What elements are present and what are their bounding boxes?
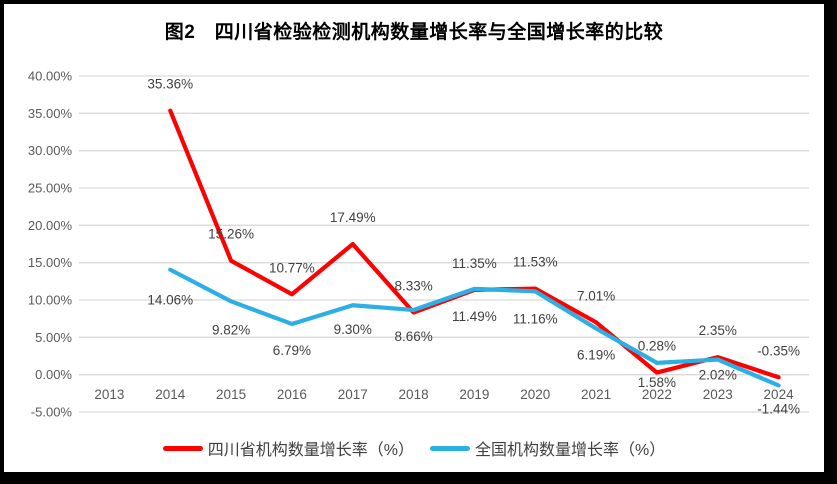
data-label: 17.49% [330,210,376,225]
x-axis-tick-label: 2014 [155,387,186,402]
legend-label-sichuan: 四川省机构数量增长率（%） [207,442,414,459]
data-label: 0.28% [638,339,676,354]
data-label: 2.02% [699,368,737,383]
y-axis-tick-label: -5.00% [31,405,73,420]
legend-label-national: 全国机构数量增长率（%） [475,442,666,459]
legend-line-blue-icon [430,445,470,451]
legend-line-red-icon [162,445,203,451]
legend-item-sichuan: 四川省机构数量增长率（%） [162,436,414,460]
y-axis-tick-label: 5.00% [35,330,72,345]
x-axis-tick-label: 2022 [642,387,672,402]
data-label: 35.36% [147,77,193,92]
data-label: 1.58% [638,375,676,390]
y-axis-tick-label: 15.00% [28,255,73,270]
legend-item-national: 全国机构数量增长率（%） [430,436,665,460]
data-label: 11.35% [452,256,497,271]
series-line-national [168,267,781,388]
y-axis-tick-label: 40.00% [28,69,73,84]
y-axis-tick-label: 25.00% [28,181,73,196]
y-axis-tick-label: 10.00% [28,293,73,308]
data-label: 2.35% [699,323,737,338]
x-axis-tick-label: 2018 [399,387,429,402]
data-label: 8.33% [394,278,432,293]
data-label: 11.16% [513,311,558,326]
chart-title: 图2 四川省检验检测机构数量增长率与全国增长率的比较 [164,22,664,43]
data-label: 6.19% [577,347,615,362]
data-label: 9.82% [212,322,250,337]
data-label: 9.30% [334,322,372,337]
data-label: 8.66% [394,329,432,344]
x-axis-tick-label: 2015 [216,387,246,402]
x-axis-tick-label: 2020 [520,387,550,402]
data-label: 6.79% [273,343,311,358]
x-axis-tick-label: 2017 [338,387,368,402]
y-axis-tick-label: 20.00% [28,218,73,233]
y-axis-tick-label: 35.00% [28,106,73,121]
data-label: 11.49% [452,309,497,324]
data-label: 7.01% [577,288,615,303]
line-chart-plot-area: 40.00% 35.00% 30.00% 25.00% 20.00% 15.00% 10.0… [28,69,809,420]
x-axis-tick-label: 2019 [459,387,489,402]
data-label: 15.26% [208,227,254,242]
data-label: 14.06% [147,293,193,308]
x-axis-tick-label: 2013 [94,387,124,402]
x-axis-tick-label: 2024 [764,387,795,402]
data-label: 10.77% [269,260,315,275]
y-axis-tick-label: 30.00% [28,143,73,158]
y-axis-tick-label: 0.00% [35,367,72,382]
data-label: -0.35% [757,343,800,358]
data-label: 11.53% [513,255,558,270]
x-axis-tick-label: 2023 [703,387,733,402]
x-axis-tick-label: 2021 [581,387,611,402]
data-label: -1.44% [757,401,800,416]
legend: 四川省机构数量增长率（%） 全国机构数量增长率（%） [4,436,824,460]
x-axis-tick-label: 2016 [277,387,307,402]
